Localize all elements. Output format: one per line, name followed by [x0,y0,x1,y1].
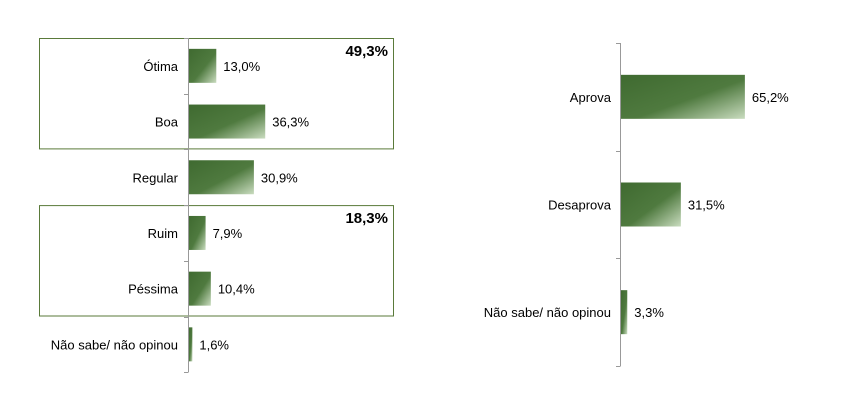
group-frame [39,205,394,317]
category-label-aprova: Aprova [570,90,612,105]
value-label-regular: 30,9% [261,170,298,185]
group-total-label: 49,3% [345,43,388,60]
bar-ruim [189,215,206,250]
bar-nao-sabe-nao-opinou [189,327,193,362]
bar-pessima [189,271,211,306]
value-label-desaprova: 31,5% [688,198,725,213]
category-label-ruim: Ruim [148,226,178,241]
bar-boa [189,104,266,139]
value-label-nao-sabe-nao-opinou: 3,3% [634,305,664,320]
value-label-pessima: 10,4% [218,282,255,297]
value-label-otima: 13,0% [223,59,260,74]
bar-aprova [621,74,745,119]
category-label-boa: Boa [155,115,179,130]
category-label-nao-sabe-nao-opinou: Não sabe/ não opinou [484,305,611,320]
category-label-nao-sabe-nao-opinou: Não sabe/ não opinou [51,337,178,352]
chart-evaluation: 49,3% 18,3% Ótima 13,0% Boa 36,3% Regular 30,9%… [39,38,394,373]
bar-nao-sabe-nao-opinou [621,290,628,335]
category-label-regular: Regular [132,170,178,185]
group-total-label: 18,3% [345,210,388,227]
value-label-nao-sabe-nao-opinou: 1,6% [199,337,229,352]
value-label-boa: 36,3% [272,115,309,130]
chart-approval: Aprova 65,2% Desaprova 31,5% Não sabe/ não o… [484,43,789,367]
category-label-otima: Ótima [143,59,178,74]
value-label-aprova: 65,2% [752,90,789,105]
group-frame [39,38,394,150]
category-label-desaprova: Desaprova [548,198,612,213]
value-label-ruim: 7,9% [213,226,243,241]
category-label-pessima: Péssima [128,282,179,297]
bar-otima [189,48,217,83]
bar-regular [189,160,254,195]
bar-desaprova [621,182,681,227]
